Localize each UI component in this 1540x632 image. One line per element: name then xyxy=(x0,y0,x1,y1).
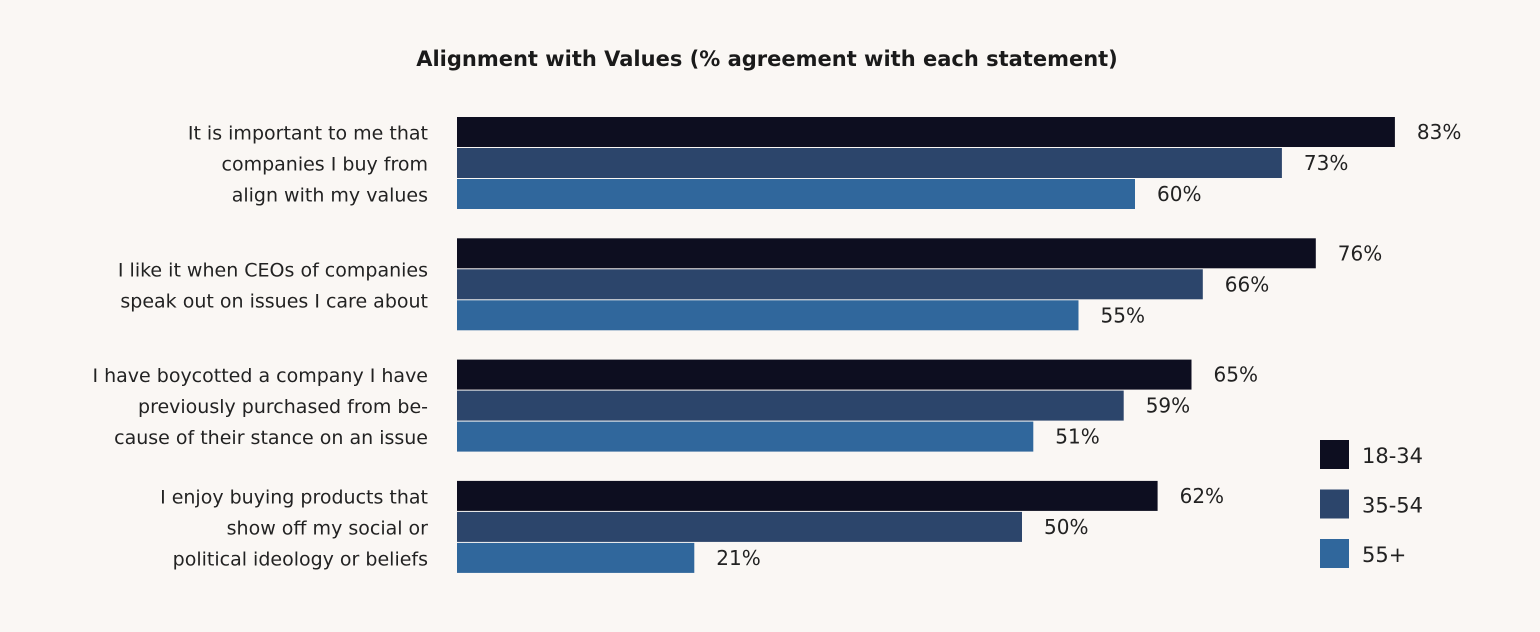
bar-55+ xyxy=(457,179,1135,209)
bar-35-54 xyxy=(457,148,1282,178)
category-label: companies I buy from xyxy=(222,154,428,176)
category-label: I have boycotted a company I have xyxy=(92,365,428,387)
bar-35-54 xyxy=(457,390,1124,421)
category-label: I enjoy buying products that xyxy=(160,486,428,508)
category-label: previously purchased from be- xyxy=(138,396,428,418)
category-label: It is important to me that xyxy=(188,123,428,145)
data-label: 65% xyxy=(1214,363,1258,387)
data-label: 76% xyxy=(1338,241,1382,265)
bar-18-34 xyxy=(457,117,1395,147)
data-label: 62% xyxy=(1180,484,1224,508)
category-label: I like it when CEOs of companies xyxy=(118,259,428,281)
bar-18-34 xyxy=(457,480,1158,511)
legend-swatch xyxy=(1320,539,1349,568)
bar-55+ xyxy=(457,300,1079,331)
data-label: 83% xyxy=(1417,120,1461,144)
legend-label: 55+ xyxy=(1362,543,1406,567)
data-label: 73% xyxy=(1304,151,1348,175)
data-label: 60% xyxy=(1157,182,1201,206)
data-label: 21% xyxy=(716,546,760,570)
category-label: show off my social or xyxy=(227,517,429,539)
data-label: 51% xyxy=(1055,425,1099,449)
legend-swatch xyxy=(1320,489,1349,519)
category-label: political ideology or beliefs xyxy=(173,548,428,570)
legend-swatch xyxy=(1320,440,1349,469)
bar-55+ xyxy=(457,542,695,573)
bar-35-54 xyxy=(457,511,1022,542)
category-label: align with my values xyxy=(232,185,428,207)
legend-label: 35-54 xyxy=(1362,494,1423,518)
bar-35-54 xyxy=(457,269,1203,300)
legend-label: 18-34 xyxy=(1362,444,1423,468)
data-label: 66% xyxy=(1225,272,1269,296)
bar-18-34 xyxy=(457,359,1192,390)
bar-18-34 xyxy=(457,238,1316,269)
chart-title: Alignment with Values (% agreement with … xyxy=(416,47,1118,71)
data-label: 55% xyxy=(1101,303,1145,327)
data-label: 50% xyxy=(1044,515,1088,539)
category-label: cause of their stance on an issue xyxy=(114,427,428,449)
data-label: 59% xyxy=(1146,394,1190,418)
bar-55+ xyxy=(457,421,1034,452)
category-label: speak out on issues I care about xyxy=(120,290,428,312)
